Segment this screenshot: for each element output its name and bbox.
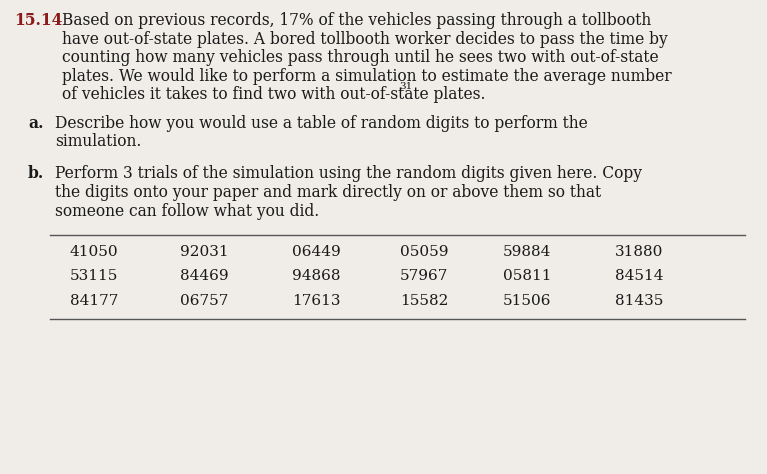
Text: 15582: 15582: [400, 294, 449, 308]
Text: simulation.: simulation.: [55, 133, 141, 150]
Text: someone can follow what you did.: someone can follow what you did.: [55, 202, 319, 219]
Text: 06757: 06757: [180, 294, 229, 308]
Text: 84514: 84514: [615, 270, 663, 283]
Text: counting how many vehicles pass through until he sees two with out-of-state: counting how many vehicles pass through …: [62, 49, 659, 66]
Text: 92031: 92031: [180, 245, 229, 259]
Text: Perform 3 trials of the simulation using the random digits given here. Copy: Perform 3 trials of the simulation using…: [55, 165, 642, 182]
Text: 84177: 84177: [70, 294, 118, 308]
Text: 05059: 05059: [400, 245, 449, 259]
Text: plates. We would like to perform a simulation to estimate the average number: plates. We would like to perform a simul…: [62, 67, 672, 84]
Text: 15.14: 15.14: [14, 12, 62, 29]
Text: 57967: 57967: [400, 270, 449, 283]
Text: 84469: 84469: [180, 270, 229, 283]
Text: Based on previous records, 17% of the vehicles passing through a tollbooth: Based on previous records, 17% of the ve…: [62, 12, 651, 29]
Text: 53115: 53115: [70, 270, 118, 283]
Text: Describe how you would use a table of random digits to perform the: Describe how you would use a table of ra…: [55, 115, 588, 131]
Text: 81435: 81435: [615, 294, 663, 308]
Text: 31: 31: [399, 82, 412, 91]
Text: the digits onto your paper and mark directly on or above them so that: the digits onto your paper and mark dire…: [55, 184, 601, 201]
Text: 31880: 31880: [615, 245, 663, 259]
Text: a.: a.: [28, 115, 44, 131]
Text: 51506: 51506: [503, 294, 551, 308]
Text: of vehicles it takes to find two with out-of-state plates.: of vehicles it takes to find two with ou…: [62, 86, 486, 103]
Text: have out-of-state plates. A bored tollbooth worker decides to pass the time by: have out-of-state plates. A bored tollbo…: [62, 30, 668, 47]
Text: 17613: 17613: [292, 294, 341, 308]
Text: 05811: 05811: [503, 270, 551, 283]
Text: 06449: 06449: [292, 245, 341, 259]
Text: 94868: 94868: [292, 270, 341, 283]
Text: 41050: 41050: [70, 245, 119, 259]
Text: b.: b.: [28, 165, 44, 182]
Text: 59884: 59884: [503, 245, 551, 259]
